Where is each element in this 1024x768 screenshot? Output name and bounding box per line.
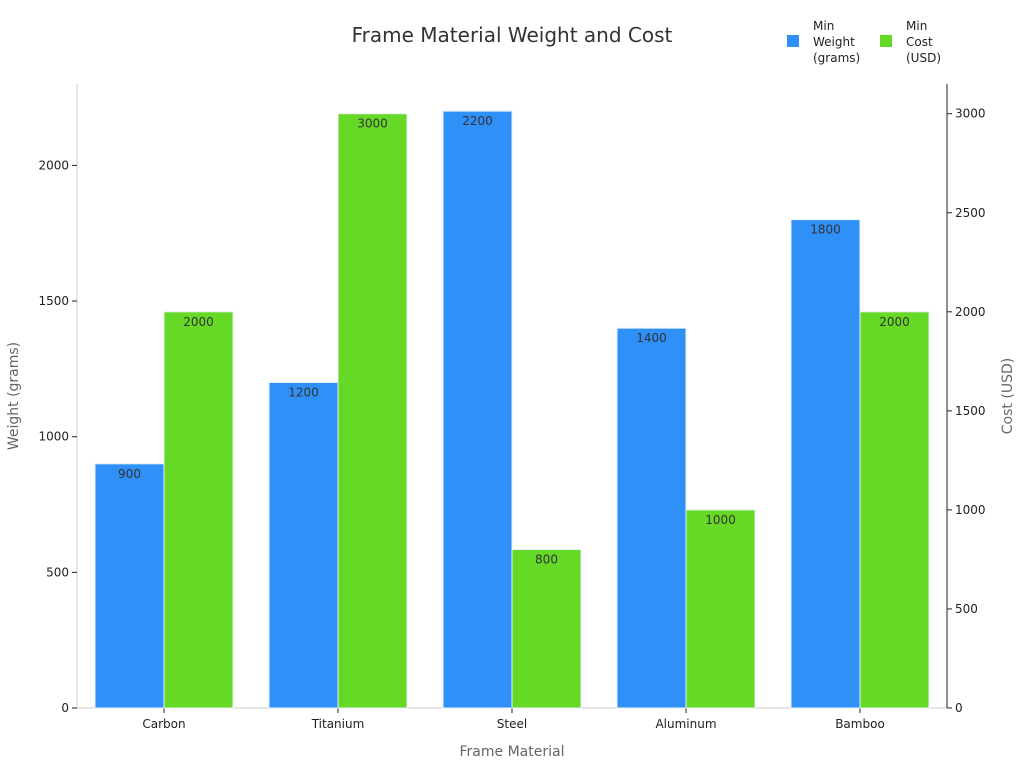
data-label-cost: 800 — [535, 553, 558, 567]
y-right-tick-label: 3000 — [955, 107, 986, 121]
y-right-tick-label: 0 — [955, 701, 963, 715]
data-label-cost: 2000 — [879, 315, 910, 329]
y-right-tick-label: 1000 — [955, 503, 986, 517]
bar-weight — [94, 463, 165, 709]
legend-label-weight: Min — [813, 19, 834, 33]
bar-weight — [790, 219, 861, 709]
plot-area: 0 500 1000 1500 2000 0 500 1000 1500 2000 2500 3000… — [38, 84, 986, 731]
x-axis-title: Frame Material — [460, 744, 565, 760]
x-tick-label: Carbon — [142, 717, 185, 731]
y-right-tick-label: 1500 — [955, 404, 986, 418]
y-axis-right-title: Cost (USD) — [1000, 358, 1016, 434]
x-tick-label: Steel — [497, 717, 527, 731]
bar-weight — [616, 327, 687, 709]
bar-cost — [859, 311, 930, 709]
y-left-tick-label: 0 — [61, 701, 69, 715]
bar-cost — [163, 311, 234, 709]
data-label-weight: 900 — [118, 467, 141, 481]
chart-title: Frame Material Weight and Cost — [352, 23, 673, 47]
bar-weight — [442, 110, 513, 709]
data-label-cost: 3000 — [357, 117, 388, 131]
legend-label-weight: (grams) — [813, 51, 860, 65]
data-label-weight: 1200 — [288, 385, 319, 399]
legend-label-weight: Weight — [813, 35, 855, 49]
y-left-tick-label: 1000 — [38, 430, 69, 444]
data-label-weight: 1400 — [636, 331, 667, 345]
bar-cost — [685, 509, 756, 709]
y-left-tick-label: 500 — [46, 565, 69, 579]
y-right-tick-label: 2500 — [955, 206, 986, 220]
bar-weight — [268, 381, 339, 709]
legend-label-cost: (USD) — [906, 51, 941, 65]
y-left-tick-label: 1500 — [38, 294, 69, 308]
y-right-tick-label: 2000 — [955, 305, 986, 319]
data-label-cost: 2000 — [183, 315, 214, 329]
x-tick-label: Bamboo — [835, 717, 885, 731]
legend-swatch-cost — [880, 35, 892, 47]
y-right-tick-label: 500 — [955, 602, 978, 616]
legend-swatch-weight — [787, 35, 799, 47]
data-label-cost: 1000 — [705, 513, 736, 527]
y-axis-left-title: Weight (grams) — [6, 342, 22, 450]
legend: Min Weight (grams) Min Cost (USD) — [787, 19, 941, 65]
bar-cost — [511, 549, 582, 709]
legend-label-cost: Min — [906, 19, 927, 33]
bar-cost — [337, 113, 408, 709]
data-label-weight: 2200 — [462, 114, 493, 128]
data-label-weight: 1800 — [810, 223, 841, 237]
legend-label-cost: Cost — [906, 35, 933, 49]
x-tick-label: Aluminum — [655, 717, 716, 731]
y-left-tick-label: 2000 — [38, 158, 69, 172]
x-tick-label: Titanium — [311, 717, 365, 731]
